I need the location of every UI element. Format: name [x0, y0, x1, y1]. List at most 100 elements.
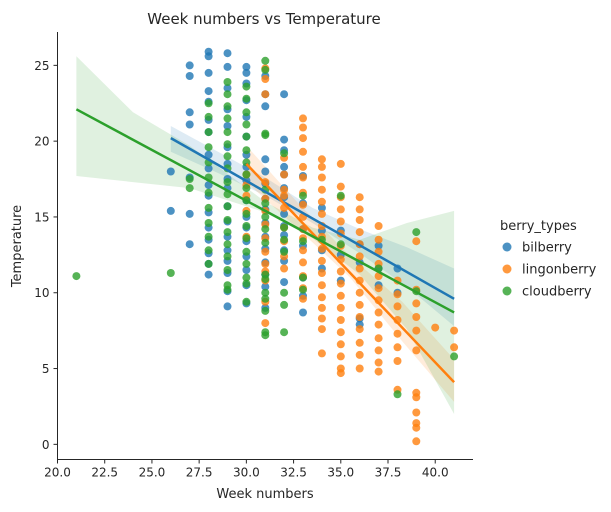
point-cloudberry — [204, 232, 213, 241]
legend-marker-cloudberry — [502, 286, 512, 296]
point-bilberry — [223, 122, 232, 130]
point-cloudberry — [280, 235, 289, 244]
point-lingonberry — [336, 217, 345, 226]
point-cloudberry — [204, 259, 213, 268]
point-bilberry — [280, 135, 289, 144]
point-bilberry — [204, 270, 213, 279]
point-cloudberry — [223, 78, 232, 86]
point-lingonberry — [299, 246, 307, 255]
point-bilberry — [223, 62, 232, 71]
point-cloudberry — [204, 112, 213, 121]
point-lingonberry — [317, 256, 326, 265]
point-lingonberry — [336, 369, 345, 378]
x-tick-label: 40.0 — [422, 466, 449, 480]
point-cloudberry — [223, 252, 232, 261]
point-cloudberry — [223, 178, 232, 187]
point-bilberry — [204, 181, 213, 190]
point-lingonberry — [336, 279, 345, 288]
regression-line-bilberry — [170, 137, 455, 300]
point-cloudberry — [261, 212, 270, 221]
point-lingonberry — [374, 222, 383, 230]
point-lingonberry — [299, 114, 307, 123]
point-cloudberry — [261, 306, 270, 315]
point-cloudberry — [185, 184, 194, 193]
point-lingonberry — [336, 205, 345, 214]
point-cloudberry — [223, 140, 232, 149]
point-cloudberry — [223, 216, 232, 224]
point-cloudberry — [242, 273, 251, 282]
x-tick-label: 32.5 — [280, 466, 307, 480]
point-cloudberry — [280, 300, 289, 309]
point-bilberry — [223, 302, 232, 311]
point-cloudberry — [204, 143, 213, 152]
point-cloudberry — [261, 275, 270, 284]
point-cloudberry — [412, 228, 421, 237]
point-lingonberry — [412, 393, 421, 402]
point-bilberry — [261, 102, 270, 111]
y-tick-label: 20 — [34, 135, 49, 149]
point-lingonberry — [336, 340, 345, 349]
point-cloudberry — [261, 288, 270, 297]
point-cloudberry — [242, 170, 251, 179]
point-cloudberry — [223, 114, 232, 123]
point-lingonberry — [355, 228, 364, 237]
point-cloudberry — [204, 203, 213, 212]
point-lingonberry — [412, 408, 421, 417]
point-cloudberry — [280, 149, 289, 158]
point-bilberry — [185, 209, 194, 218]
confidence-band-cloudberry — [76, 56, 455, 415]
point-lingonberry — [374, 320, 383, 329]
point-lingonberry — [355, 252, 364, 261]
point-lingonberry — [280, 185, 289, 194]
y-tick-label: 10 — [34, 286, 49, 300]
point-cloudberry — [261, 331, 270, 340]
confidence-band-bilberry — [170, 126, 455, 327]
point-cloudberry — [204, 219, 213, 227]
point-bilberry — [242, 266, 251, 274]
point-lingonberry — [299, 123, 307, 132]
point-cloudberry — [223, 128, 232, 137]
point-lingonberry — [393, 343, 402, 352]
x-tick-label: 27.5 — [186, 466, 213, 480]
regression-lines — [75, 108, 456, 384]
x-axis-label: Week numbers — [216, 487, 313, 502]
point-cloudberry — [223, 202, 232, 211]
point-lingonberry — [299, 162, 307, 171]
point-lingonberry — [299, 173, 307, 182]
point-lingonberry — [450, 343, 459, 352]
point-lingonberry — [299, 200, 307, 209]
y-axis-ticks: 0 5 10 15 20 25 — [34, 59, 58, 452]
point-cloudberry — [450, 352, 459, 361]
point-bilberry — [185, 72, 194, 80]
point-lingonberry — [355, 313, 364, 321]
point-lingonberry — [317, 162, 326, 171]
point-cloudberry — [280, 223, 289, 232]
point-bilberry — [204, 68, 213, 77]
plot-area — [72, 47, 459, 446]
legend-title: berry_types — [500, 219, 577, 234]
point-bilberry — [185, 108, 194, 117]
point-lingonberry — [261, 247, 270, 256]
point-cloudberry — [204, 128, 213, 137]
point-cloudberry — [204, 188, 213, 197]
point-lingonberry — [317, 293, 326, 302]
point-lingonberry — [412, 313, 421, 321]
point-cloudberry — [242, 222, 251, 230]
point-lingonberry — [336, 303, 345, 312]
point-lingonberry — [412, 326, 421, 335]
y-tick-label: 15 — [34, 210, 49, 224]
data-points — [72, 47, 459, 446]
point-lingonberry — [374, 235, 383, 244]
point-lingonberry — [336, 291, 345, 300]
point-cloudberry — [299, 273, 307, 282]
chart-title: Week numbers vs Temperature — [147, 10, 380, 28]
point-cloudberry — [242, 120, 251, 129]
point-cloudberry — [242, 234, 251, 243]
x-tick-label: 25.0 — [139, 466, 166, 480]
point-cloudberry — [242, 297, 251, 306]
point-cloudberry — [242, 259, 251, 268]
point-cloudberry — [242, 209, 251, 218]
point-lingonberry — [393, 357, 402, 365]
point-lingonberry — [450, 326, 459, 335]
x-tick-label: 37.5 — [375, 466, 402, 480]
